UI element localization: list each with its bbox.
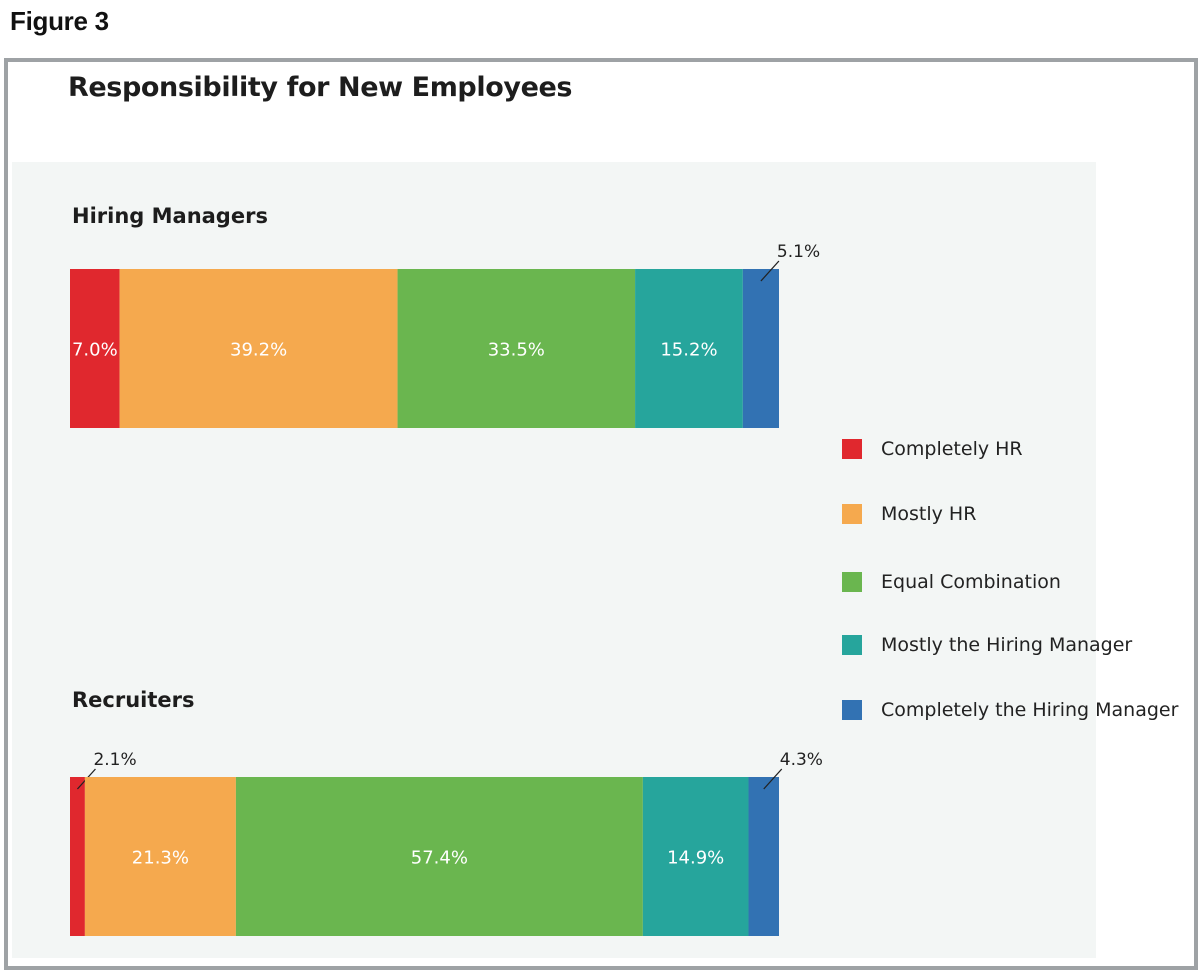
data-label-recruiters-equal-combination: 57.4% bbox=[411, 848, 468, 869]
legend-swatch bbox=[842, 572, 862, 592]
bar-segment-recruiters-mostly-the-hiring-manager bbox=[642, 777, 749, 936]
bar-segment-hiring-managers-mostly-hr bbox=[119, 269, 398, 428]
chart-title: Responsibility for New Employees bbox=[68, 72, 573, 103]
bar-segment-recruiters-completely-the-hiring-manager bbox=[748, 777, 779, 936]
data-label-hiring-managers-completely-hr: 7.0% bbox=[72, 340, 118, 361]
legend-label: Mostly HR bbox=[881, 503, 977, 525]
legend-label: Completely the Hiring Manager bbox=[881, 699, 1179, 721]
bar-segment-hiring-managers-completely-the-hiring-manager bbox=[742, 269, 779, 428]
bar-segment-hiring-managers-completely-hr bbox=[70, 269, 120, 428]
legend-label: Mostly the Hiring Manager bbox=[881, 634, 1133, 656]
figure-label: Figure 3 bbox=[10, 6, 109, 36]
bar-segment-hiring-managers-equal-combination bbox=[397, 269, 636, 428]
data-label-hiring-managers-completely-the-hiring-manager: 5.1% bbox=[777, 242, 820, 262]
data-label-recruiters-mostly-hr: 21.3% bbox=[132, 848, 189, 869]
bar-segment-hiring-managers-mostly-the-hiring-manager bbox=[635, 269, 743, 428]
legend-label: Completely HR bbox=[881, 438, 1023, 460]
callout-line-hiring-managers-completely-the-hiring-manager bbox=[760, 260, 780, 282]
data-label-hiring-managers-equal-combination: 33.5% bbox=[488, 340, 545, 361]
legend-item-mostly-hr: Mostly HR bbox=[842, 503, 976, 525]
legend-swatch bbox=[842, 504, 862, 524]
callout-line-recruiters-completely-the-hiring-manager bbox=[763, 768, 783, 790]
legend-item-mostly-hiring-manager: Mostly the Hiring Manager bbox=[842, 634, 1132, 656]
group-title-hiring-managers: Hiring Managers bbox=[72, 204, 268, 228]
legend-label: Equal Combination bbox=[881, 571, 1061, 593]
bar-segment-recruiters-equal-combination bbox=[235, 777, 643, 936]
data-label-recruiters-completely-hr: 2.1% bbox=[93, 750, 136, 770]
legend-swatch bbox=[842, 635, 862, 655]
legend-item-equal-combination: Equal Combination bbox=[842, 571, 1061, 593]
data-label-hiring-managers-mostly-hr: 39.2% bbox=[230, 340, 287, 361]
data-label-recruiters-mostly-the-hiring-manager: 14.9% bbox=[667, 848, 724, 869]
legend-swatch bbox=[842, 700, 862, 720]
bar-segment-recruiters-mostly-hr bbox=[84, 777, 236, 936]
legend-swatch bbox=[842, 439, 862, 459]
legend-item-completely-hr: Completely HR bbox=[842, 438, 1023, 460]
legend-item-completely-hiring-manager: Completely the Hiring Manager bbox=[842, 699, 1178, 721]
group-title-recruiters: Recruiters bbox=[72, 688, 195, 712]
bar-segment-recruiters-completely-hr bbox=[70, 777, 85, 936]
data-label-hiring-managers-mostly-the-hiring-manager: 15.2% bbox=[660, 340, 717, 361]
data-label-recruiters-completely-the-hiring-manager: 4.3% bbox=[780, 750, 823, 770]
